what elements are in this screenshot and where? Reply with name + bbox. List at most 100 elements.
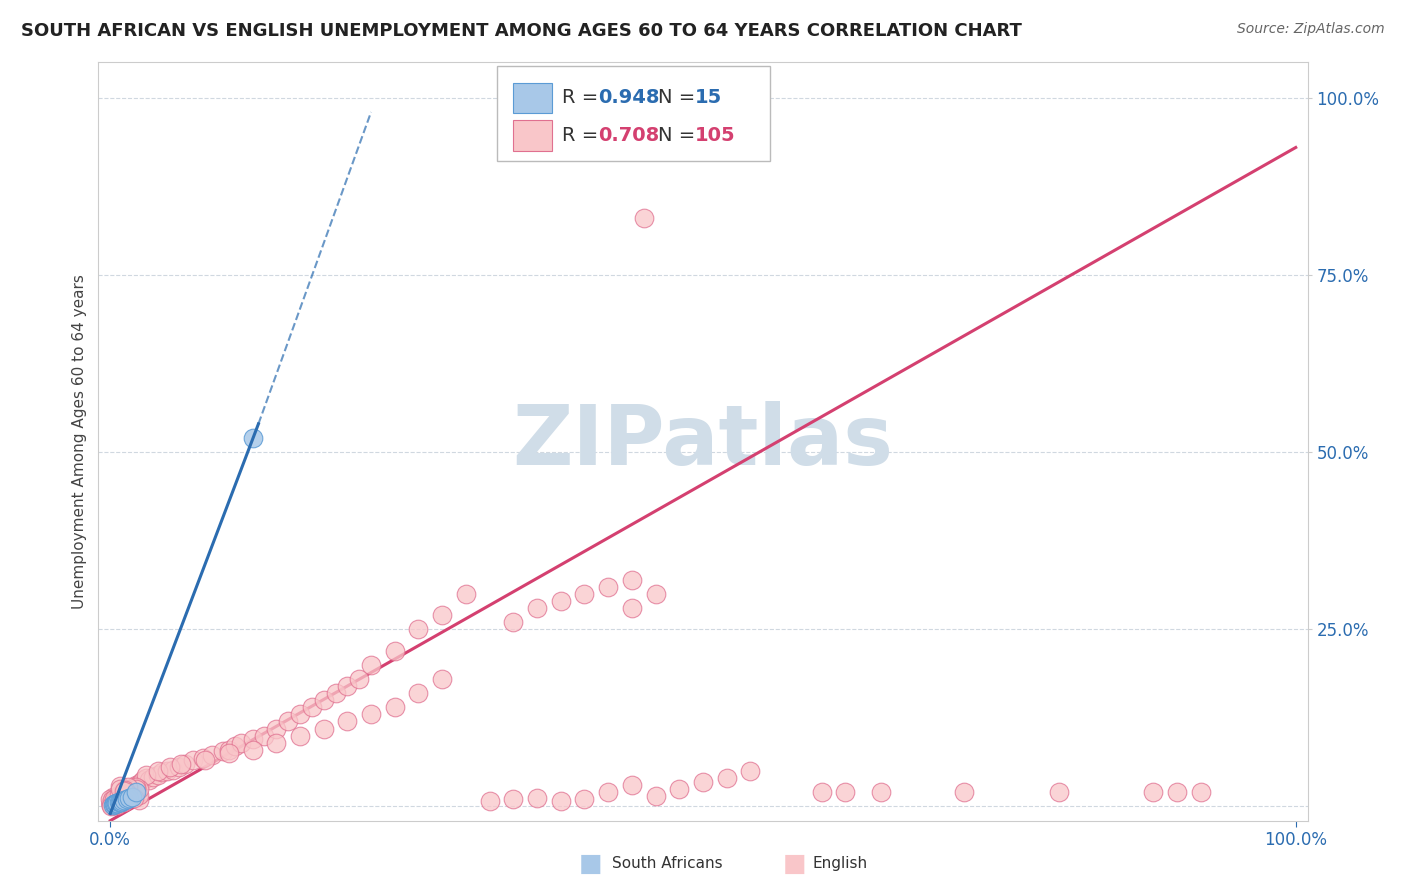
Point — [174, 756, 197, 771]
Point — [125, 780, 148, 795]
Point — [112, 784, 135, 798]
Point — [384, 643, 406, 657]
Point — [408, 623, 430, 637]
Point — [740, 764, 762, 778]
Point — [104, 795, 127, 809]
Point — [117, 784, 139, 798]
Point — [644, 789, 666, 803]
Point — [201, 748, 224, 763]
Point — [117, 787, 139, 801]
Point — [105, 792, 128, 806]
Point — [101, 795, 124, 809]
Point — [117, 780, 139, 795]
Point — [104, 794, 127, 808]
Point — [101, 798, 124, 813]
Point — [869, 785, 891, 799]
Point — [526, 791, 548, 805]
Point — [288, 707, 311, 722]
Point — [224, 739, 246, 754]
Point — [105, 797, 128, 811]
Point — [111, 787, 134, 801]
Point — [112, 795, 135, 809]
Point — [122, 780, 145, 794]
Point — [114, 791, 136, 805]
Point — [105, 794, 128, 808]
Point — [121, 782, 143, 797]
Point — [101, 798, 124, 813]
Point — [194, 753, 217, 767]
Point — [105, 797, 128, 812]
Point — [100, 798, 122, 813]
Point — [111, 789, 134, 803]
Point — [218, 747, 240, 761]
Point — [110, 781, 132, 796]
Point — [181, 753, 204, 767]
Text: ■: ■ — [579, 852, 602, 875]
Point — [478, 794, 501, 808]
Point — [264, 736, 287, 750]
Point — [159, 760, 181, 774]
Point — [110, 779, 132, 793]
Point — [103, 797, 125, 812]
Point — [312, 722, 335, 736]
Point — [668, 781, 690, 796]
FancyBboxPatch shape — [498, 66, 769, 161]
Point — [114, 793, 136, 807]
Point — [1142, 785, 1164, 799]
Point — [101, 792, 124, 806]
Point — [502, 615, 524, 630]
Y-axis label: Unemployment Among Ages 60 to 64 years: Unemployment Among Ages 60 to 64 years — [72, 274, 87, 609]
Point — [633, 211, 655, 226]
Point — [301, 700, 323, 714]
Point — [104, 796, 127, 810]
FancyBboxPatch shape — [513, 120, 551, 151]
Point — [242, 743, 264, 757]
Point — [101, 797, 124, 811]
Point — [135, 767, 157, 781]
Point — [105, 796, 128, 810]
Point — [118, 791, 141, 805]
Point — [103, 789, 125, 804]
Point — [121, 789, 143, 803]
Point — [384, 700, 406, 714]
Point — [810, 785, 832, 799]
Point — [114, 783, 136, 797]
Point — [115, 788, 138, 802]
Point — [336, 679, 359, 693]
Point — [692, 774, 714, 789]
Point — [104, 792, 127, 806]
Point — [105, 796, 128, 810]
Point — [100, 796, 122, 810]
Point — [101, 796, 124, 810]
Text: SOUTH AFRICAN VS ENGLISH UNEMPLOYMENT AMONG AGES 60 TO 64 YEARS CORRELATION CHAR: SOUTH AFRICAN VS ENGLISH UNEMPLOYMENT AM… — [21, 22, 1022, 40]
Point — [191, 751, 214, 765]
Point — [502, 792, 524, 806]
Point — [111, 793, 134, 807]
Point — [277, 714, 299, 729]
Point — [112, 792, 135, 806]
Point — [105, 796, 128, 810]
Point — [103, 791, 125, 805]
Point — [100, 797, 122, 812]
Point — [598, 785, 620, 799]
Text: N =: N = — [658, 88, 702, 107]
Point — [103, 792, 125, 806]
Point — [103, 798, 125, 813]
Text: Source: ZipAtlas.com: Source: ZipAtlas.com — [1237, 22, 1385, 37]
Point — [1047, 785, 1070, 799]
Point — [135, 771, 157, 785]
Point — [122, 791, 145, 805]
Point — [112, 788, 135, 802]
Point — [107, 792, 129, 806]
Point — [103, 790, 125, 805]
Point — [105, 793, 128, 807]
Point — [120, 781, 142, 796]
Point — [253, 729, 276, 743]
Point — [264, 722, 287, 736]
Point — [952, 785, 974, 799]
Point — [146, 767, 169, 781]
Point — [107, 788, 129, 802]
Point — [105, 795, 128, 809]
Point — [128, 793, 150, 807]
Text: 0.948: 0.948 — [598, 88, 659, 107]
